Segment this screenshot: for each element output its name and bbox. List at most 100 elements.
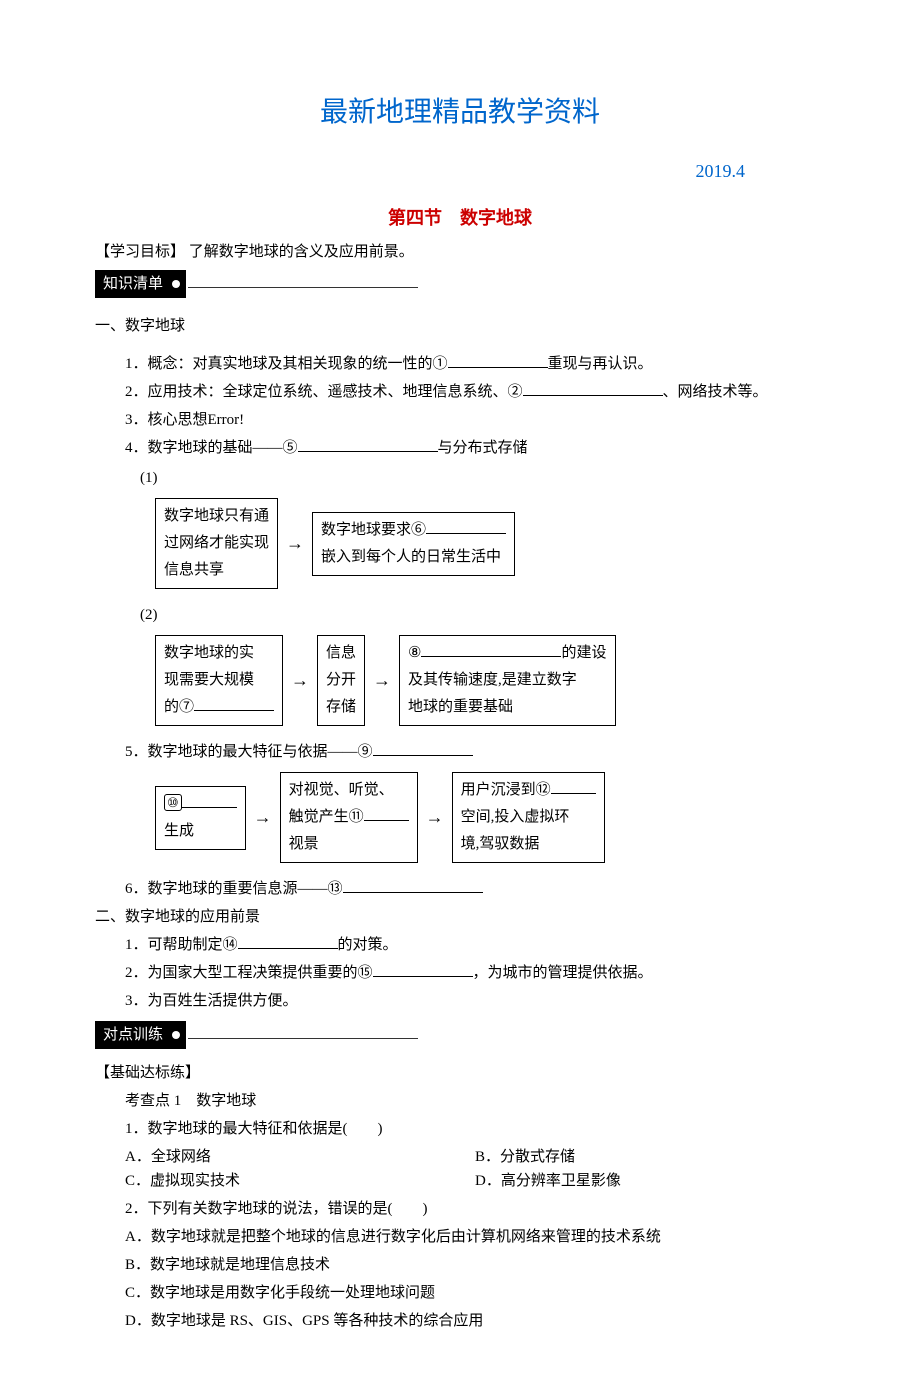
num-10-icon: ⑩ [164,794,182,812]
p5: 5．数字地球的最大特征与依据——⑨ [95,740,825,764]
b3b-l2: 触觉产生⑪ [289,804,409,831]
arrow-icon: → [289,666,311,695]
blank-15 [373,962,473,977]
section-title: 第四节 数字地球 [95,204,825,233]
p4-b: 与分布式存储 [438,440,528,456]
p1-a: 1．概念：对真实地球及其相关现象的统一性的① [125,356,448,372]
app1: 1．可帮助制定⑭ 的对策。 [95,933,825,957]
sub2: (2) [140,603,825,627]
practice-header: 对点训练 [95,1021,825,1055]
b3b-l3: 视景 [289,831,409,858]
main-title: 最新地理精品教学资料 [95,90,825,135]
goal-label: 【学习目标】 [95,244,185,260]
diagram-1: 数字地球只有通 过网络才能实现 信息共享 → 数字地球要求⑥ 嵌入到每个人的日常… [155,498,825,589]
p2-a: 2．应用技术：全球定位系统、遥感技术、地理信息系统、② [125,384,523,400]
goal-text: 了解数字地球的含义及应用前景。 [189,244,414,260]
arrow-icon: → [284,529,306,558]
b1b-l1: 数字地球要求⑥ [321,517,506,544]
p2-b: 、网络技术等。 [663,384,768,400]
p6: 6．数字地球的重要信息源——⑬ [95,877,825,901]
app2: 2．为国家大型工程决策提供重要的⑮ ，为城市的管理提供依据。 [95,961,825,985]
q1-c: C．虚拟现实技术 [125,1169,475,1193]
b2a-l1: 数字地球的实 [164,640,274,667]
q2: 2．下列有关数字地球的说法，错误的是( ) [95,1197,825,1221]
box-2b: 信息 分开 存储 [317,635,365,726]
b3c-l3: 境,驾驭数据 [461,831,596,858]
blank-12 [551,779,596,794]
blank-8 [421,642,561,657]
box-2c: ⑧ 的建设 及其传输速度,是建立数字 地球的重要基础 [399,635,615,726]
divider [188,287,418,288]
box-1a: 数字地球只有通 过网络才能实现 信息共享 [155,498,278,589]
b2a-l2: 现需要大规模 [164,667,274,694]
b2c-l2: 及其传输速度,是建立数字 [408,667,606,694]
q1-b: B．分散式存储 [475,1145,825,1169]
p3: 3．核心思想Error! [95,408,825,432]
app2-a: 2．为国家大型工程决策提供重要的⑮ [125,965,373,981]
app2-b: ，为城市的管理提供依据。 [473,965,653,981]
b2c-l1b: 的建设 [561,645,606,661]
b3b-l2a: 触觉产生⑪ [289,809,364,825]
p2: 2．应用技术：全球定位系统、遥感技术、地理信息系统、② 、网络技术等。 [95,380,825,404]
blank-13 [343,878,483,893]
q1: 1．数字地球的最大特征和依据是( ) [95,1117,825,1141]
practice-label: 对点训练 [95,1021,186,1049]
app1-a: 1．可帮助制定⑭ [125,937,238,953]
p1-b: 重现与再认识。 [548,356,653,372]
b2b-l3: 存储 [326,694,356,721]
heading-2: 二、数字地球的应用前景 [95,905,825,929]
p5-a: 5．数字地球的最大特征与依据——⑨ [125,744,373,760]
q1-a: A．全球网络 [125,1145,475,1169]
kp1: 考查点 1 数字地球 [95,1089,825,1113]
knowledge-label: 知识清单 [95,270,186,298]
p4-a: 4．数字地球的基础——⑤ [125,440,298,456]
b3b-l1: 对视觉、听觉、 [289,777,409,804]
learning-goal: 【学习目标】 了解数字地球的含义及应用前景。 [95,240,825,264]
app3: 3．为百姓生活提供方便。 [95,989,825,1013]
blank-6 [426,519,506,534]
p4: 4．数字地球的基础——⑤ 与分布式存储 [95,436,825,460]
q1-options-row2: C．虚拟现实技术 D．高分辨率卫星影像 [125,1169,825,1193]
b3c-l1: 用户沉浸到⑫ [461,777,596,804]
q2-b: B．数字地球就是地理信息技术 [95,1253,825,1277]
arrow-icon: → [371,666,393,695]
blank-5 [298,437,438,452]
blank-10 [182,793,237,808]
arrow-icon: → [252,803,274,832]
base-label: 【基础达标练】 [95,1061,825,1085]
b2c-l1: ⑧ 的建设 [408,640,606,667]
b1b-l2: 嵌入到每个人的日常生活中 [321,544,506,571]
knowledge-label-text: 知识清单 [103,275,163,292]
p1: 1．概念：对真实地球及其相关现象的统一性的① 重现与再认识。 [95,352,825,376]
b1a-l3: 信息共享 [164,557,269,584]
blank-9 [373,741,473,756]
b3a-l1: ⑩ [164,791,237,818]
q1-d: D．高分辨率卫星影像 [475,1169,825,1193]
box-3c: 用户沉浸到⑫ 空间,投入虚拟环 境,驾驭数据 [452,772,605,863]
arrow-icon: → [424,803,446,832]
b2c-l3: 地球的重要基础 [408,694,606,721]
b2a-l3: 的⑦ [164,694,274,721]
p6-a: 6．数字地球的重要信息源——⑬ [125,881,343,897]
app1-b: 的对策。 [338,937,398,953]
blank-7 [194,696,274,711]
b3a-l2: 生成 [164,818,237,845]
box-2a: 数字地球的实 现需要大规模 的⑦ [155,635,283,726]
b2b-l2: 分开 [326,667,356,694]
q1-options-row1: A．全球网络 B．分散式存储 [125,1145,825,1169]
blank-14 [238,934,338,949]
b2c-l1a: ⑧ [408,645,421,661]
practice-label-text: 对点训练 [103,1026,163,1043]
divider [188,1038,418,1039]
box-3b: 对视觉、听觉、 触觉产生⑪ 视景 [280,772,418,863]
b1a-l1: 数字地球只有通 [164,503,269,530]
knowledge-header: 知识清单 [95,270,825,304]
sub1: (1) [140,466,825,490]
blank-2 [523,381,663,396]
box-1b: 数字地球要求⑥ 嵌入到每个人的日常生活中 [312,512,515,576]
b3c-l2: 空间,投入虚拟环 [461,804,596,831]
b3c-l1a: 用户沉浸到⑫ [461,782,551,798]
diagram-3: ⑩ 生成 → 对视觉、听觉、 触觉产生⑪ 视景 → 用户沉浸到⑫ 空间,投入虚拟… [155,772,825,863]
b2b-l1: 信息 [326,640,356,667]
b1b-l1a: 数字地球要求⑥ [321,522,426,538]
